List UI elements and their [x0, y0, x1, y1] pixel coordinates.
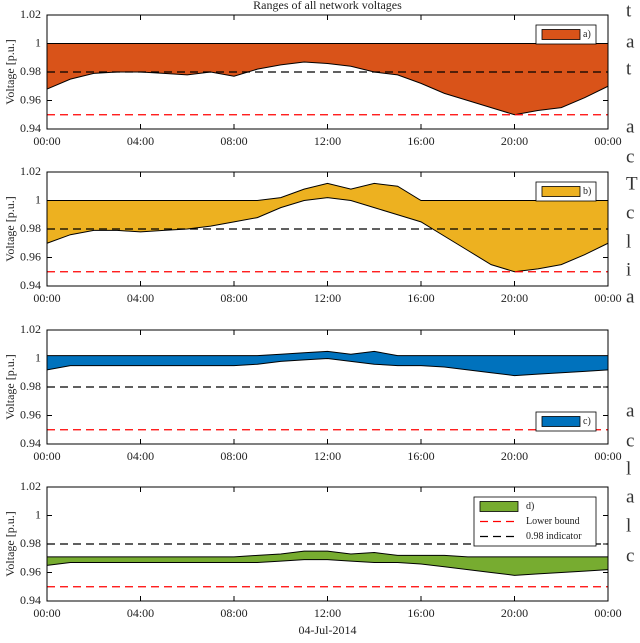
x-tick-label: 04:00 — [127, 134, 154, 148]
x-tick-label: 00:00 — [594, 606, 621, 620]
x-tick-label: 00:00 — [33, 291, 60, 305]
cropped-text: c — [626, 202, 634, 223]
legend-label: b) — [583, 186, 591, 197]
cropped-text: c — [626, 146, 634, 167]
cropped-text: l — [626, 515, 631, 536]
legend-label: d) — [526, 501, 534, 512]
cropped-text: t — [626, 58, 632, 79]
cropped-text: T — [626, 173, 638, 194]
legend-label: c) — [583, 416, 591, 427]
x-tick-label: 16:00 — [407, 291, 434, 305]
cropped-text: l — [626, 231, 631, 252]
x-tick-label: 08:00 — [220, 606, 247, 620]
x-tick-label: 16:00 — [407, 134, 434, 148]
x-tick-label: 12:00 — [314, 449, 341, 463]
x-tick-label: 04:00 — [127, 449, 154, 463]
x-tick-label: 16:00 — [407, 449, 434, 463]
y-tick-label: 0.94 — [20, 436, 41, 450]
upper-line — [47, 550, 608, 558]
x-tick-label: 04:00 — [127, 606, 154, 620]
y-tick-label: 0.98 — [20, 379, 41, 393]
legend-label: a) — [583, 29, 591, 40]
y-tick-label: 1 — [35, 192, 41, 206]
y-axis-label: Voltage [p.u.] — [3, 354, 17, 419]
y-tick-label: 0.98 — [20, 536, 41, 550]
plot-frame — [46, 14, 609, 130]
cropped-text: a — [626, 116, 635, 137]
y-axis-label: Voltage [p.u.] — [3, 196, 17, 261]
y-tick-label: 0.94 — [20, 593, 41, 607]
y-tick-label: 1 — [35, 350, 41, 364]
lower-line — [46, 197, 609, 273]
x-tick-label: 12:00 — [314, 134, 341, 148]
lower-line — [46, 559, 609, 576]
y-tick-label: 0.96 — [20, 407, 41, 421]
y-tick-label: 1.02 — [20, 7, 41, 21]
x-tick-label: 12:00 — [314, 291, 341, 305]
legend-swatch — [541, 186, 581, 197]
y-tick-label: 1.02 — [20, 322, 41, 336]
y-tick-label: 0.98 — [20, 221, 41, 235]
y-tick-label: 1.02 — [20, 479, 41, 493]
plot-frame — [46, 329, 609, 445]
cropped-text: i — [626, 259, 631, 280]
cropped-text: c — [626, 545, 634, 566]
legend-swatch — [541, 416, 581, 427]
cropped-text: a — [626, 400, 635, 421]
lower-line — [46, 357, 609, 377]
x-tick-label: 16:00 — [407, 606, 434, 620]
x-tick-label: 04:00 — [127, 291, 154, 305]
cropped-text: l — [626, 458, 631, 479]
x-tick-label: 20:00 — [501, 291, 528, 305]
y-axis-label: Voltage [p.u.] — [3, 511, 17, 576]
y-axis-label: Voltage [p.u.] — [3, 39, 17, 104]
x-tick-label: 20:00 — [501, 606, 528, 620]
legend-label: Lower bound — [526, 516, 580, 527]
y-tick-label: 0.96 — [20, 249, 41, 263]
x-tick-label: 00:00 — [33, 449, 60, 463]
y-tick-label: 0.98 — [20, 64, 41, 78]
cropped-text: a — [626, 486, 635, 507]
range-fill — [47, 351, 608, 376]
x-tick-label: 08:00 — [220, 134, 247, 148]
cropped-text: t — [626, 0, 632, 21]
x-tick-label: 00:00 — [594, 134, 621, 148]
x-axis-label: 04-Jul-2014 — [299, 623, 357, 637]
x-tick-label: 00:00 — [594, 291, 621, 305]
cropped-text: a — [626, 286, 635, 307]
y-tick-label: 1.02 — [20, 164, 41, 178]
range-fill — [47, 43, 608, 115]
cropped-text: c — [626, 430, 634, 451]
chart-title: Ranges of all network voltages — [253, 0, 402, 12]
cropped-text: a — [626, 31, 635, 52]
range-fill — [47, 183, 608, 272]
y-tick-label: 0.94 — [20, 278, 41, 292]
legend-swatch — [479, 501, 519, 512]
plot-frame — [46, 171, 609, 287]
x-tick-label: 12:00 — [314, 606, 341, 620]
x-tick-label: 08:00 — [220, 449, 247, 463]
x-tick-label: 08:00 — [220, 291, 247, 305]
y-tick-label: 0.94 — [20, 121, 41, 135]
x-tick-label: 20:00 — [501, 134, 528, 148]
range-fill — [47, 551, 608, 576]
y-tick-label: 1 — [35, 507, 41, 521]
y-tick-label: 1 — [35, 35, 41, 49]
x-tick-label: 20:00 — [501, 449, 528, 463]
y-tick-label: 0.96 — [20, 564, 41, 578]
plot-frame — [46, 486, 609, 602]
y-tick-label: 0.96 — [20, 92, 41, 106]
legend-label: 0.98 indicator — [526, 531, 582, 542]
x-tick-label: 00:00 — [594, 449, 621, 463]
x-tick-label: 00:00 — [33, 606, 60, 620]
legend-swatch — [541, 29, 581, 40]
x-tick-label: 00:00 — [33, 134, 60, 148]
upper-line — [47, 182, 608, 201]
upper-line — [47, 350, 608, 357]
